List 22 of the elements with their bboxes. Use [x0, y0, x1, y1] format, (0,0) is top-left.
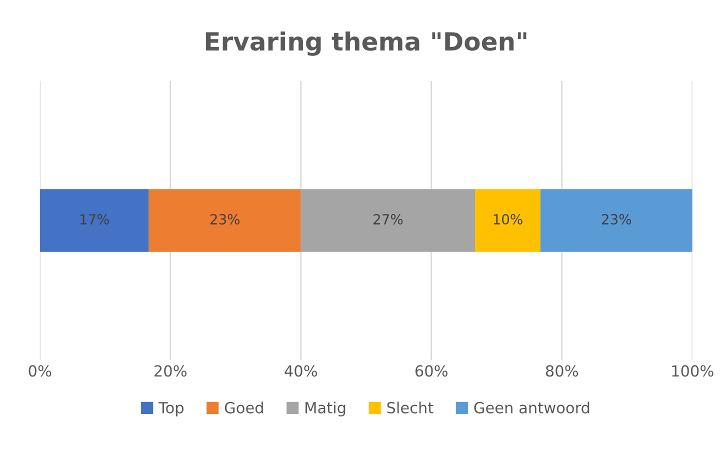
legend-label: Geen antwoord — [474, 402, 590, 414]
bar — [540, 189, 692, 252]
x-tick-label: 60% — [415, 365, 448, 377]
bar — [475, 189, 540, 252]
data-label: 17% — [80, 214, 110, 225]
x-tick-label: 0% — [28, 365, 52, 377]
bar — [40, 189, 149, 252]
x-tick-label: 40% — [284, 365, 318, 377]
data-label: 23% — [210, 214, 240, 225]
bar — [148, 189, 301, 252]
x-tick-label: 100% — [672, 365, 714, 377]
bar — [300, 189, 476, 252]
data-label: 23% — [602, 214, 632, 225]
legend-label: Goed — [224, 402, 263, 414]
x-tick-label: 20% — [154, 365, 187, 377]
data-label: 10% — [494, 214, 522, 225]
data-label: 27% — [374, 214, 403, 225]
x-tick-label: 80% — [546, 365, 578, 377]
legend-label: Slecht — [387, 402, 434, 414]
legend-label: Top — [158, 402, 184, 416]
legend-label: Matig — [306, 402, 346, 416]
chart-title: Ervaring thema "Doen" — [206, 31, 526, 56]
